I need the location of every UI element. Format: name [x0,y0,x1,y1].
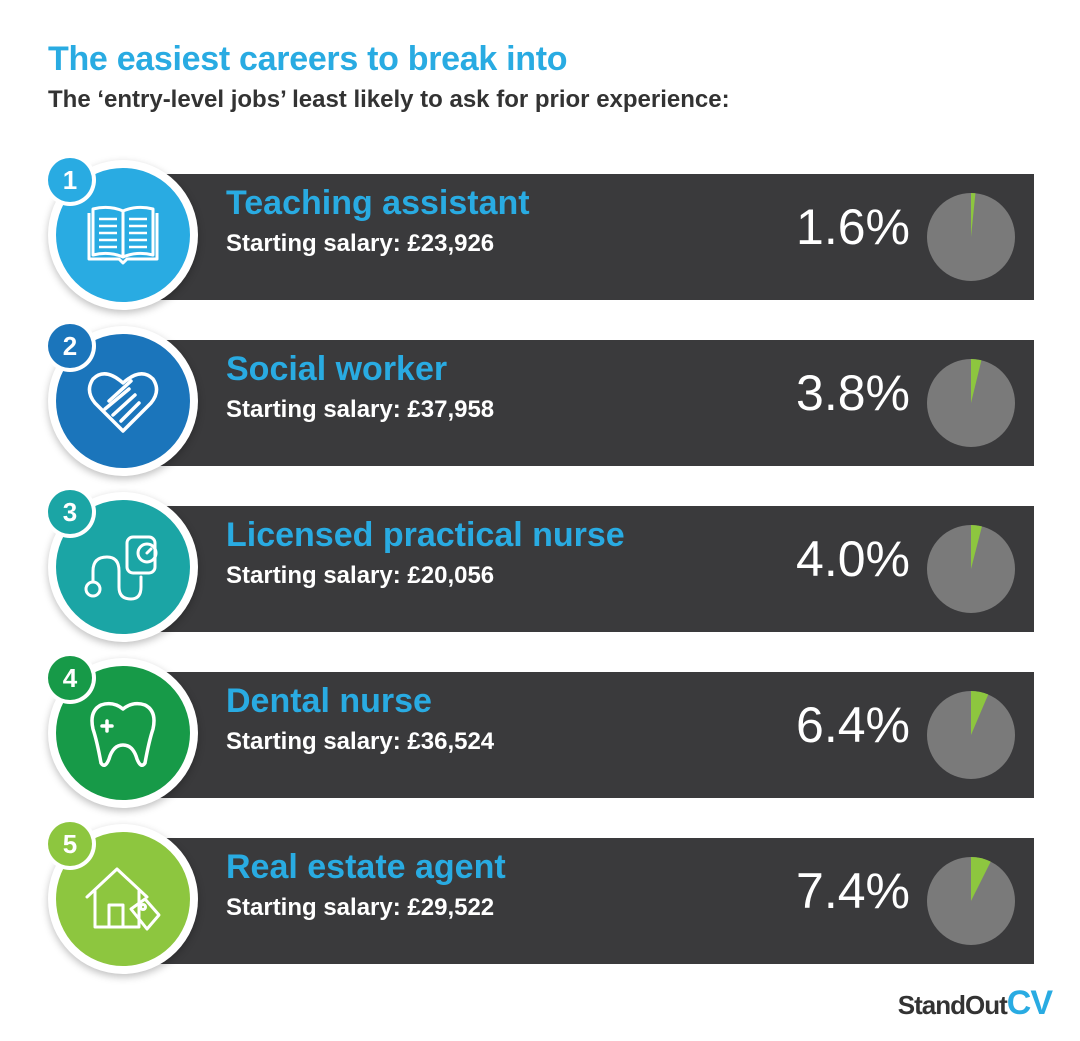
job-title: Social worker [226,350,448,388]
job-title: Real estate agent [226,848,506,886]
career-bar [160,506,1034,632]
logo-text-standout: StandOut [897,990,1008,1020]
icon-circle [48,492,198,642]
career-row: 3 Licensed practical nurse Starting salary… [0,486,1080,662]
rank-badge: 2 [48,324,92,368]
percentage-label: 3.8% [796,365,910,421]
career-row: 4 Dental nurse Starting salary: £36,524 6.4… [0,652,1080,828]
starting-salary: Starting salary: £37,958 [226,396,495,423]
standout-cv-logo: StandOutCV [897,984,1053,1023]
percentage-pie [927,691,1015,779]
percentage-label: 1.6% [796,199,910,255]
career-row: 2 Social worker Starting salary: £37,958 3.… [0,320,1080,496]
career-bar [160,340,1034,466]
pie-slice [971,525,982,569]
rank-badge: 1 [48,158,92,202]
career-row: 1 Teaching assistant Starting salary: £23,… [0,154,1080,330]
rank-badge: 3 [48,490,92,534]
percentage-label: 4.0% [796,531,910,587]
career-bar [160,838,1034,964]
starting-salary: Starting salary: £36,524 [226,728,495,755]
logo-text-cv: CV [1006,984,1053,1022]
job-title: Dental nurse [226,682,432,720]
pie-slice [971,359,982,403]
rank-badge: 4 [48,656,92,700]
job-title: Licensed practical nurse [226,516,625,554]
percentage-label: 6.4% [796,697,910,753]
pie-slice [971,691,989,735]
starting-salary: Starting salary: £20,056 [226,562,495,589]
rank-badge: 5 [48,822,92,866]
starting-salary: Starting salary: £23,926 [226,230,495,257]
percentage-pie [927,857,1015,945]
career-bar [160,672,1034,798]
starting-salary: Starting salary: £29,522 [226,894,495,921]
percentage-pie [927,359,1015,447]
page-title: The easiest careers to break into [48,40,568,78]
percentage-pie [927,525,1015,613]
percentage-label: 7.4% [796,863,910,919]
career-bar [160,174,1034,300]
pie-slice [971,857,991,901]
job-title: Teaching assistant [226,184,530,222]
page-subtitle: The ‘entry-level jobs’ least likely to a… [48,86,730,113]
career-row: 5 Real estate agent Starting salary: £29,5… [0,818,1080,994]
percentage-pie [927,193,1015,281]
pie-slice [971,193,976,237]
